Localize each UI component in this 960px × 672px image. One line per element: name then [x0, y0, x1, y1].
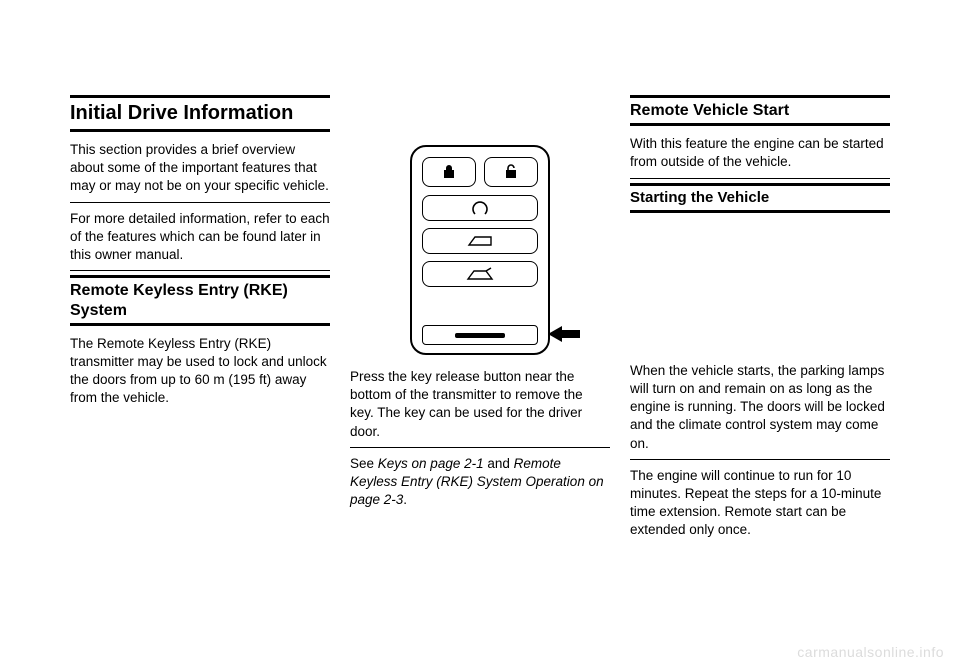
lock-icon: [442, 164, 456, 180]
see-text: See: [350, 456, 378, 471]
callout-arrow: [548, 325, 580, 343]
para-more-detail: For more detailed information, refer to …: [70, 207, 330, 272]
heading-starting-vehicle: Starting the Vehicle: [630, 183, 890, 213]
spacer: [630, 219, 890, 359]
unlock-button: [484, 157, 538, 187]
remote-illustration: [350, 95, 610, 365]
para-see-refs: See Keys on page 2-1 and Remote Keyless …: [350, 452, 610, 516]
column-3: Remote Vehicle Start With this feature t…: [630, 95, 890, 550]
liftgate-icon: [466, 267, 494, 281]
lock-button: [422, 157, 476, 187]
open-trunk-icon: [467, 235, 493, 247]
column-1: Initial Drive Information This section p…: [70, 95, 330, 550]
remote-transmitter: [410, 145, 550, 355]
column-2: Press the key release button near the bo…: [350, 95, 610, 550]
para-remote-start-desc: With this feature the engine can be star…: [630, 132, 890, 178]
remote-start-icon: [469, 200, 491, 216]
para-parking-lamps: When the vehicle starts, the parking lam…: [630, 359, 890, 460]
period-text: .: [403, 492, 407, 507]
unlock-icon: [504, 164, 518, 180]
key-release-slot: [455, 333, 505, 338]
para-rke-desc: The Remote Keyless Entry (RKE) transmitt…: [70, 332, 330, 414]
arrow-left-icon: [548, 325, 580, 343]
liftgate-button: [422, 261, 538, 287]
remote-start-button: [422, 195, 538, 221]
heading-remote-start: Remote Vehicle Start: [630, 95, 890, 126]
para-engine-run: The engine will continue to run for 10 m…: [630, 464, 890, 546]
key-release-button: [422, 325, 538, 345]
para-key-release: Press the key release button near the bo…: [350, 365, 610, 448]
and-text: and: [484, 456, 514, 471]
heading-rke: Remote Keyless Entry (RKE) System: [70, 275, 330, 325]
trunk-button: [422, 228, 538, 254]
ref-keys: Keys on page 2-1: [378, 456, 484, 471]
heading-initial-drive: Initial Drive Information: [70, 95, 330, 132]
para-overview: This section provides a brief overview a…: [70, 138, 330, 203]
watermark: carmanualsonline.info: [797, 643, 944, 662]
